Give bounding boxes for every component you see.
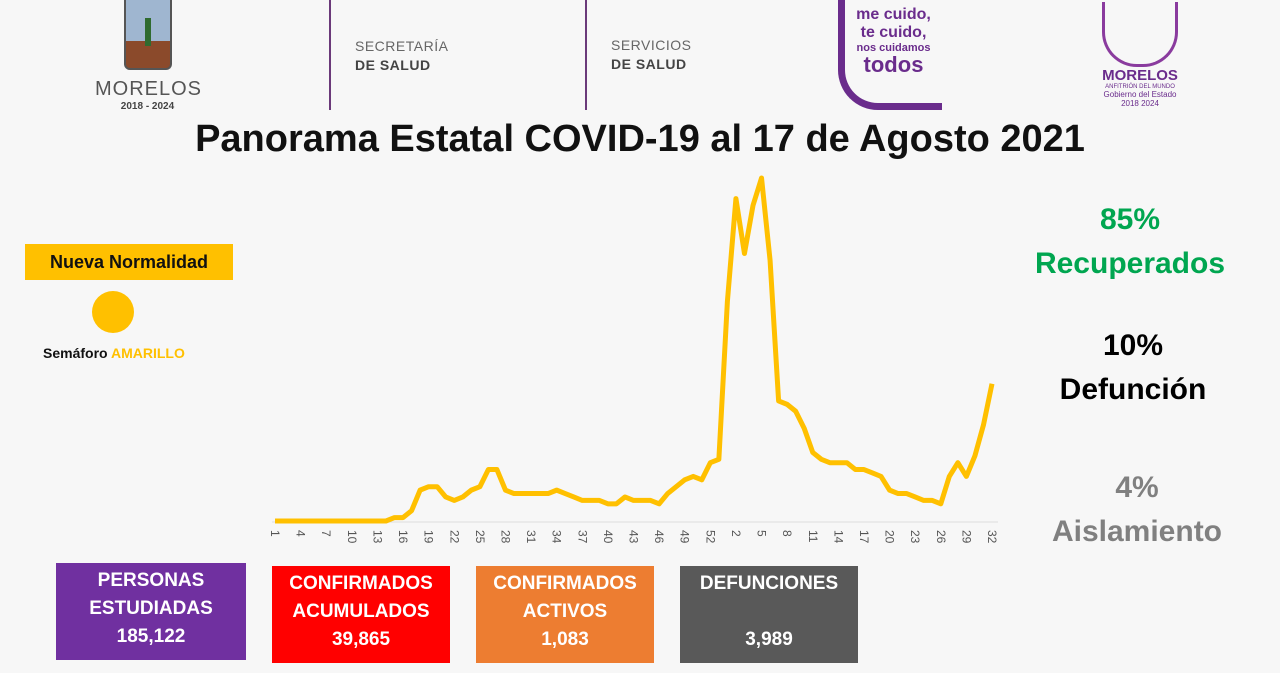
aislamiento-stat: 4% Aislamiento <box>1051 471 1223 548</box>
semaforo-light <box>92 291 134 333</box>
x-tick-label: 13 <box>370 530 384 544</box>
lotus-icon <box>1102 2 1178 67</box>
nueva-normalidad-badge: Nueva Normalidad <box>25 244 233 280</box>
campaign-logo: me cuido, te cuido, nos cuidamos todos <box>838 0 942 110</box>
x-tick-label: 11 <box>806 530 820 543</box>
x-tick-label: 2 <box>729 530 743 537</box>
page-title: Panorama Estatal COVID-19 al 17 de Agost… <box>195 118 1085 160</box>
semaforo-label: Semáforo AMARILLO <box>43 345 185 361</box>
x-tick-label: 28 <box>498 530 512 544</box>
x-tick-label: 19 <box>422 530 436 544</box>
x-tick-label: 20 <box>883 530 897 544</box>
x-tick-label: 7 <box>319 530 333 537</box>
x-tick-label: 34 <box>550 530 564 544</box>
recuperados-stat: 85% Recuperados <box>1034 203 1226 280</box>
x-tick-label: 4 <box>294 530 308 537</box>
servicios-logo: SERVICIOS DE SALUD <box>611 37 692 72</box>
x-tick-label: 22 <box>447 530 461 544</box>
confirmados-activos-box: CONFIRMADOS ACTIVOS 1,083 <box>476 566 654 663</box>
x-tick-label: 16 <box>396 530 410 544</box>
x-tick-label: 31 <box>524 530 538 544</box>
x-tick-label: 14 <box>831 530 845 544</box>
x-tick-label: 52 <box>703 530 717 544</box>
x-tick-label: 25 <box>473 530 487 544</box>
secretaria-logo: SECRETARÍA DE SALUD <box>355 38 449 73</box>
x-tick-label: 8 <box>780 530 794 537</box>
series-line <box>275 175 995 524</box>
x-tick-label: 49 <box>678 530 692 544</box>
morelos-logo: MORELOS 2018 - 2024 <box>95 0 201 112</box>
divider <box>329 0 331 110</box>
x-tick-label: 29 <box>959 530 973 544</box>
x-tick-label: 37 <box>575 530 589 544</box>
x-tick-label: 17 <box>857 530 871 544</box>
gobierno-logo: MORELOS ANFITRIÓN DEL MUNDO Gobierno del… <box>1085 2 1195 108</box>
x-tick-label: 23 <box>908 530 922 544</box>
defuncion-stat: 10% Defunción <box>1059 329 1207 406</box>
personas-estudiadas-box: PERSONAS ESTUDIADAS 185,122 <box>56 563 246 660</box>
x-tick-label: 26 <box>934 530 948 544</box>
coat-of-arms-icon <box>123 0 172 70</box>
x-tick-label: 43 <box>627 530 641 544</box>
x-tick-label: 1 <box>268 530 282 537</box>
x-tick-label: 5 <box>755 530 769 537</box>
divider <box>585 0 587 110</box>
defunciones-box: DEFUNCIONES 3,989 <box>680 566 858 663</box>
x-tick-label: 32 <box>985 530 999 544</box>
x-tick-label: 10 <box>345 530 359 544</box>
x-tick-label: 40 <box>601 530 615 544</box>
x-tick-label: 46 <box>652 530 666 544</box>
confirmados-acumulados-box: CONFIRMADOS ACUMULADOS 39,865 <box>272 566 450 663</box>
